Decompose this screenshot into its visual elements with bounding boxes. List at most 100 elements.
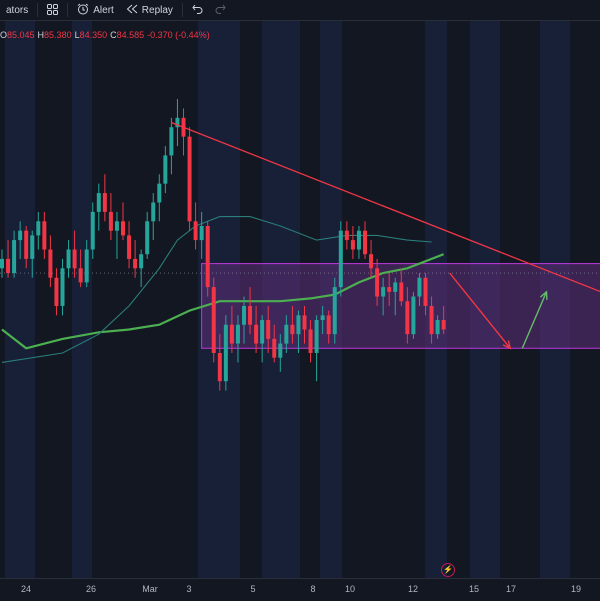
candle: [254, 305, 259, 353]
candle: [338, 221, 343, 297]
candle-body: [12, 240, 17, 274]
candle-body: [332, 287, 337, 335]
replay-label: Replay: [141, 4, 173, 16]
open-label: O: [0, 30, 8, 40]
time-axis[interactable]: 24 26 Mar 3 5 8 10 12 15 17 19: [0, 578, 600, 601]
candle-body: [229, 324, 234, 344]
candle-body: [175, 117, 180, 128]
candle-body: [423, 277, 428, 306]
candle: [363, 221, 367, 259]
high-label: H: [37, 30, 45, 40]
candle: [24, 225, 29, 269]
candle-body: [205, 225, 210, 288]
redo-button[interactable]: [209, 0, 232, 20]
time-tick: 15: [468, 584, 480, 594]
layout-button[interactable]: [41, 0, 64, 20]
candle-body: [24, 230, 29, 259]
time-tick: 5: [250, 584, 256, 594]
time-tick: Mar: [142, 584, 158, 594]
candle-body: [260, 320, 265, 344]
candle-body: [84, 249, 89, 283]
candle: [169, 117, 174, 175]
time-tick: 19: [570, 584, 582, 594]
candle: [66, 240, 71, 278]
candle: [411, 291, 416, 339]
grid-icon: [47, 3, 59, 17]
candle: [326, 310, 331, 344]
candle-body: [435, 320, 440, 335]
candle: [344, 221, 349, 250]
candle-body: [30, 235, 35, 259]
candle: [429, 296, 434, 344]
candle-body: [169, 127, 174, 156]
redo-icon: [215, 4, 226, 16]
candle-body: [381, 287, 386, 297]
candle-body: [326, 315, 331, 335]
time-tick: 24: [20, 584, 32, 594]
candle-body: [193, 221, 198, 241]
candle-body: [356, 230, 361, 250]
candle-body: [78, 268, 83, 283]
candle-body: [42, 221, 47, 250]
candle: [211, 277, 216, 363]
time-tick: 12: [407, 584, 419, 594]
candle: [151, 193, 156, 241]
candle: [356, 225, 361, 259]
indicators-button[interactable]: ators: [0, 0, 34, 20]
candle: [90, 202, 95, 259]
candle-body: [284, 324, 289, 344]
projection-arrow-down: [449, 272, 512, 350]
rewind-icon: [126, 4, 138, 16]
candle-body: [369, 254, 374, 269]
candle: [405, 287, 410, 344]
undo-button[interactable]: [186, 0, 209, 20]
candle-body: [36, 221, 41, 236]
candle: [302, 305, 307, 344]
candle: [145, 211, 150, 259]
candle: [284, 315, 289, 353]
candle-body: [417, 277, 422, 297]
candle: [78, 249, 83, 288]
open-value: 85.045: [7, 30, 35, 40]
candle-body: [242, 305, 246, 325]
candle-body: [157, 183, 162, 203]
candle: [235, 315, 240, 363]
candle: [121, 202, 125, 241]
price-chart[interactable]: [0, 21, 600, 578]
candle-body: [363, 230, 367, 255]
candle-body: [399, 282, 404, 302]
candle-body: [302, 315, 307, 330]
drawing-tools[interactable]: [171, 121, 600, 350]
candle-body: [145, 221, 150, 255]
time-tick: 26: [85, 584, 97, 594]
candle-body: [272, 338, 277, 358]
candle: [139, 249, 144, 288]
candle: [6, 240, 11, 278]
candle: [260, 315, 265, 363]
candle-body: [278, 343, 283, 358]
candle-body: [338, 230, 343, 288]
candle-body: [187, 136, 192, 222]
indicators-label: ators: [6, 4, 29, 16]
toolbar-divider: [181, 3, 183, 17]
candle: [157, 174, 162, 222]
candle: [108, 193, 113, 241]
candle: [435, 315, 440, 339]
candle: [0, 249, 4, 278]
alert-button[interactable]: Alert: [71, 0, 120, 20]
candle: [350, 225, 355, 259]
descending-trendline: [171, 121, 600, 293]
candle-body: [133, 258, 138, 269]
candle-body: [254, 324, 259, 344]
candle-body: [6, 258, 11, 274]
candle-body: [217, 352, 222, 382]
candle-body: [90, 211, 95, 250]
candle: [375, 258, 380, 306]
replay-button[interactable]: Replay: [120, 0, 179, 20]
lightning-icon[interactable]: ⚡: [441, 563, 455, 577]
time-tick: 10: [344, 584, 356, 594]
candle: [84, 240, 89, 288]
candle: [393, 277, 398, 316]
candle: [423, 273, 428, 316]
candle-body: [314, 320, 319, 353]
